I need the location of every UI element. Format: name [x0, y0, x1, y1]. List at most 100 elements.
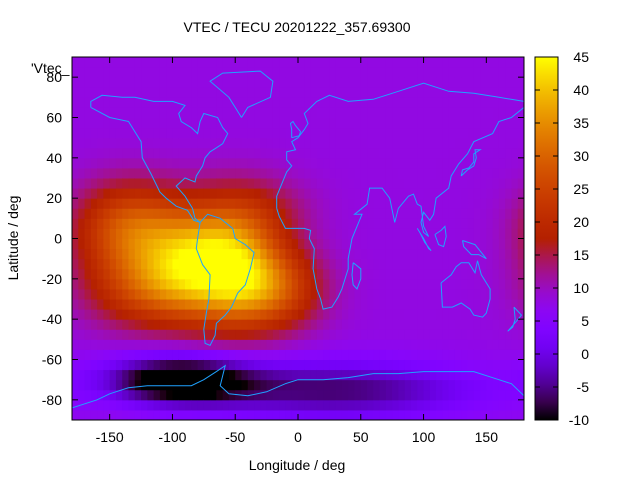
- heat-cell: [90, 178, 98, 189]
- heat-cell: [473, 218, 481, 229]
- heat-cell: [417, 87, 425, 98]
- heat-cell: [90, 238, 98, 250]
- heat-cell: [492, 188, 500, 199]
- heat-cell: [329, 349, 337, 360]
- heat-cell: [423, 97, 431, 108]
- heat-cell: [511, 147, 519, 159]
- heat-cell: [203, 238, 211, 250]
- heat-cell: [473, 268, 481, 280]
- heat-cell: [285, 369, 293, 381]
- heat-cell: [122, 278, 129, 290]
- heat-cell: [367, 399, 374, 411]
- heat-cell: [423, 309, 431, 320]
- heat-cell: [467, 127, 475, 139]
- heat-cell: [398, 248, 406, 260]
- heat-cell: [254, 329, 261, 340]
- heat-cell: [436, 147, 443, 159]
- heat-cell: [298, 188, 305, 199]
- heat-cell: [398, 309, 406, 320]
- heat-cell: [185, 339, 192, 350]
- heat-cell: [461, 258, 468, 270]
- heat-cell: [498, 409, 506, 420]
- heat-cell: [323, 157, 330, 169]
- heat-cell: [235, 409, 242, 420]
- heat-cell: [461, 198, 468, 209]
- heat-cell: [115, 299, 123, 310]
- heat-cell: [360, 248, 368, 260]
- heat-cell: [335, 389, 343, 401]
- heat-cell: [511, 188, 519, 199]
- heat-cell: [291, 107, 299, 118]
- heat-cell: [423, 147, 431, 159]
- heat-cell: [498, 178, 506, 189]
- heat-cell: [505, 379, 512, 391]
- heat-cell: [115, 258, 123, 270]
- heat-cell: [398, 409, 406, 420]
- heat-cell: [448, 389, 456, 401]
- heat-cell: [329, 248, 337, 260]
- heat-cell: [78, 97, 86, 108]
- heat-cell: [78, 309, 86, 320]
- heat-cell: [109, 288, 117, 300]
- heat-cell: [354, 389, 362, 401]
- heat-cell: [90, 258, 98, 270]
- heat-cell: [398, 147, 406, 159]
- heat-cell: [210, 157, 217, 169]
- heat-cell: [203, 67, 211, 78]
- heat-cell: [78, 339, 86, 350]
- heat-cell: [310, 188, 318, 199]
- heat-cell: [461, 268, 468, 280]
- heat-cell: [392, 198, 399, 209]
- heat-cell: [480, 409, 487, 420]
- heat-cell: [417, 319, 425, 330]
- heat-cell: [423, 339, 431, 350]
- heat-cell: [147, 97, 155, 108]
- heat-cell: [373, 389, 381, 401]
- heat-cell: [90, 107, 98, 118]
- heat-cell: [367, 198, 374, 209]
- heat-cell: [398, 359, 406, 371]
- heat-cell: [316, 329, 324, 340]
- heat-cell: [241, 399, 249, 411]
- heat-cell: [298, 238, 305, 250]
- heat-cell: [298, 389, 305, 401]
- heat-cell: [128, 117, 136, 129]
- heat-cell: [203, 178, 211, 189]
- heat-cell: [78, 107, 86, 118]
- heat-cell: [417, 57, 425, 68]
- heat-cell: [172, 359, 180, 371]
- heat-cell: [304, 77, 312, 88]
- heat-cell: [266, 369, 274, 381]
- heat-cell: [348, 188, 355, 199]
- heat-cell: [442, 379, 450, 391]
- heat-cell: [398, 349, 406, 360]
- heat-cell: [398, 188, 406, 199]
- heat-cell: [266, 167, 274, 179]
- heat-cell: [492, 329, 500, 340]
- x-tick-label: 0: [294, 429, 302, 445]
- heat-cell: [185, 77, 192, 88]
- heat-cell: [272, 349, 280, 360]
- heat-cell: [172, 309, 180, 320]
- heat-cell: [90, 208, 98, 219]
- heat-cell: [379, 309, 387, 320]
- heat-cell: [448, 97, 456, 108]
- heat-cell: [153, 117, 161, 129]
- heat-cell: [97, 379, 104, 391]
- heat-cell: [241, 208, 249, 219]
- heat-cell: [210, 167, 217, 179]
- heat-cell: [335, 248, 343, 260]
- heat-cell: [385, 57, 393, 68]
- heat-cell: [367, 67, 374, 78]
- heat-cell: [235, 157, 242, 169]
- heat-cell: [398, 238, 406, 250]
- heat-cell: [141, 359, 148, 371]
- heat-cell: [78, 117, 86, 129]
- heat-cell: [166, 107, 173, 118]
- heat-cell: [153, 137, 161, 149]
- heat-cell: [404, 157, 412, 169]
- heat-cell: [429, 309, 437, 320]
- heat-cell: [191, 228, 199, 239]
- cb-tick-label: 25: [573, 181, 589, 197]
- heat-cell: [505, 389, 512, 401]
